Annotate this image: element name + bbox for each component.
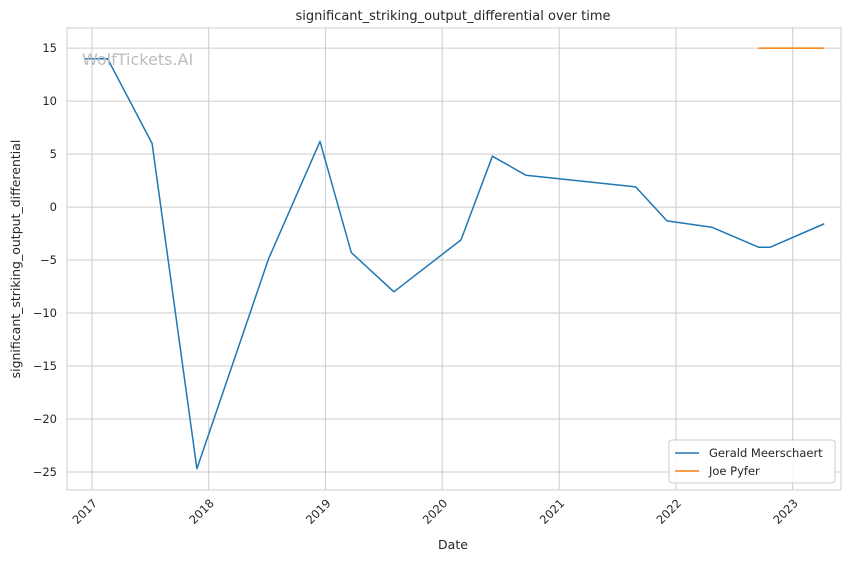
y-tick-label: 0 — [50, 200, 57, 214]
legend-label-1: Joe Pyfer — [708, 464, 760, 478]
legend-label-0: Gerald Meerschaert — [709, 446, 823, 460]
grid-lines — [67, 28, 841, 490]
x-axis-label: Date — [438, 537, 468, 552]
legend: Gerald Meerschaert Joe Pyfer — [668, 439, 836, 484]
y-tick-label: −15 — [33, 359, 57, 373]
y-axis-ticks: 15 10 5 0 −5 −10 −15 −20 −25 — [33, 41, 57, 479]
y-tick-label: 10 — [42, 94, 57, 108]
series-layer — [83, 47, 825, 470]
y-axis-label: significant_striking_output_differential — [8, 140, 23, 379]
legend-box — [668, 439, 836, 484]
y-tick-label: −10 — [33, 306, 57, 320]
watermark-text: WolfTickets.AI — [82, 50, 193, 69]
plot-area-frame — [66, 27, 842, 491]
y-tick-label: −5 — [40, 253, 57, 267]
y-tick-label: −25 — [33, 465, 57, 479]
y-tick-label: 5 — [50, 147, 57, 161]
series-line-0 — [83, 57, 825, 470]
chart-title: significant_striking_output_differential… — [296, 9, 611, 24]
y-tick-label: 15 — [42, 41, 57, 55]
y-tick-label: −20 — [33, 412, 57, 426]
